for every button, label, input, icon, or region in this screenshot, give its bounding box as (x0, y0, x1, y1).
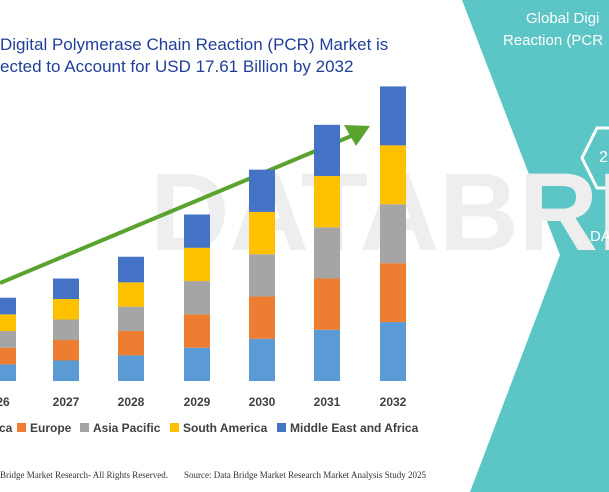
bar-segment (53, 340, 79, 361)
bar-segment (380, 204, 406, 264)
x-axis-tick-label: 2030 (249, 395, 276, 409)
bar-segment (184, 247, 210, 282)
legend: ca Europe Asia Pacific South America Middle … (0, 421, 419, 435)
x-axis-tick-label: 2031 (314, 395, 341, 409)
bar-segment (314, 278, 340, 330)
side-panel-label: DA (590, 228, 609, 245)
chart-title-line-2: ected to Account for USD 17.61 Billion b… (0, 57, 354, 76)
bar-segment (0, 347, 16, 365)
legend-label: Middle East and Africa (290, 421, 419, 435)
bar-segment (380, 263, 406, 323)
legend-swatch (277, 423, 286, 432)
side-panel-heading-2: Reaction (PCR (503, 32, 604, 49)
bar-segment (184, 314, 210, 348)
footer-copyright: Bridge Market Research- All Rights Reser… (0, 470, 168, 480)
legend-label: Asia Pacific (93, 421, 161, 435)
bars-group (0, 86, 406, 381)
legend-swatch (170, 423, 179, 432)
bar-segment (118, 331, 144, 356)
bar-segment (0, 364, 16, 381)
trend-arrow-head (344, 125, 370, 146)
bar-segment (314, 329, 340, 381)
bar-segment (249, 211, 275, 255)
bar-segment (314, 176, 340, 228)
bar-segment (0, 297, 16, 315)
bar-segment (184, 281, 210, 315)
side-panel-heading-1: Global Digi (526, 10, 600, 27)
x-axis-tick-label: 2032 (380, 395, 407, 409)
chart-title: Digital Polymerase Chain Reaction (PCR) … (0, 34, 400, 78)
footer-source: Source: Data Bridge Market Research Mark… (184, 470, 426, 480)
x-axis-tick-label: 2028 (118, 395, 145, 409)
side-panel-badge-text: 2 (599, 149, 608, 166)
bar-segment (249, 338, 275, 381)
bar-segment (380, 145, 406, 205)
bar-segment (184, 347, 210, 381)
bar-segment (118, 282, 144, 307)
bar-segment (118, 355, 144, 381)
chart-title-line-1: Digital Polymerase Chain Reaction (PCR) … (0, 35, 389, 54)
bar-segment (53, 360, 79, 381)
legend-label: ca (0, 421, 13, 435)
bar-segment (118, 256, 144, 283)
bar-segment (249, 254, 275, 297)
side-panel-shape (462, 0, 609, 492)
side-panel-badge (580, 126, 609, 190)
bar-segment (53, 299, 79, 320)
legend-swatch (80, 423, 89, 432)
bar-segment (380, 86, 406, 146)
bar-segment (184, 214, 210, 248)
bar-segment (380, 322, 406, 381)
bar-segment (0, 331, 16, 348)
legend-label: Europe (30, 421, 72, 435)
x-axis-tick-label: 2027 (53, 395, 80, 409)
trend-arrow-line (0, 132, 357, 285)
bar-segment (249, 169, 275, 212)
bar-segment (53, 319, 79, 341)
bar-segment (0, 314, 16, 332)
bar-segment (249, 296, 275, 339)
x-axis-tick-label: 2029 (184, 395, 211, 409)
bar-segment (53, 278, 79, 300)
legend-swatch (17, 423, 26, 432)
bar-segment (314, 227, 340, 279)
x-axis-labels: 26 2027 2028 2029 2030 2031 2032 (0, 395, 407, 409)
bar-segment (314, 124, 340, 177)
x-axis-tick-label: 26 (0, 395, 10, 409)
legend-label: South America (183, 421, 268, 435)
watermark-text: DATABRIDGE (150, 151, 609, 274)
bar-segment (118, 306, 144, 332)
